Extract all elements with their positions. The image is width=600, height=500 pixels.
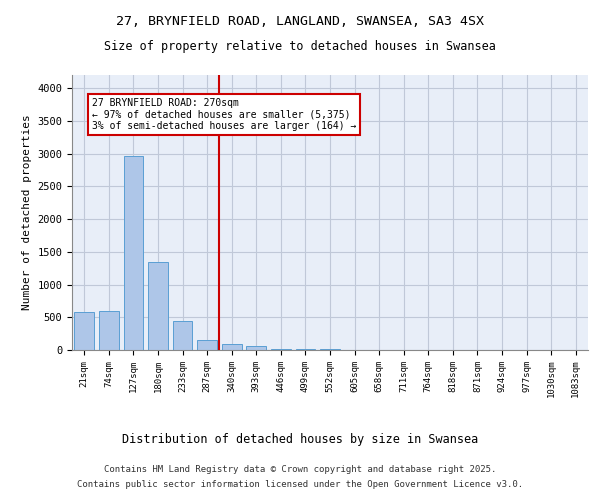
Bar [74, 312, 94, 350]
Text: 27 BRYNFIELD ROAD: 270sqm
← 97% of detached houses are smaller (5,375)
3% of sem: 27 BRYNFIELD ROAD: 270sqm ← 97% of detac… [92, 98, 356, 131]
Y-axis label: Number of detached properties: Number of detached properties [22, 114, 32, 310]
Bar [148, 262, 168, 350]
Text: Contains HM Land Registry data © Crown copyright and database right 2025.: Contains HM Land Registry data © Crown c… [104, 465, 496, 474]
Bar [173, 321, 193, 350]
Text: Size of property relative to detached houses in Swansea: Size of property relative to detached ho… [104, 40, 496, 53]
Text: 27, BRYNFIELD ROAD, LANGLAND, SWANSEA, SA3 4SX: 27, BRYNFIELD ROAD, LANGLAND, SWANSEA, S… [116, 15, 484, 28]
Bar [271, 348, 290, 350]
Bar [124, 156, 143, 350]
Bar [222, 344, 242, 350]
Bar [99, 310, 119, 350]
Bar [197, 340, 217, 350]
Bar [247, 346, 266, 350]
Text: Distribution of detached houses by size in Swansea: Distribution of detached houses by size … [122, 432, 478, 446]
Text: Contains public sector information licensed under the Open Government Licence v3: Contains public sector information licen… [77, 480, 523, 489]
